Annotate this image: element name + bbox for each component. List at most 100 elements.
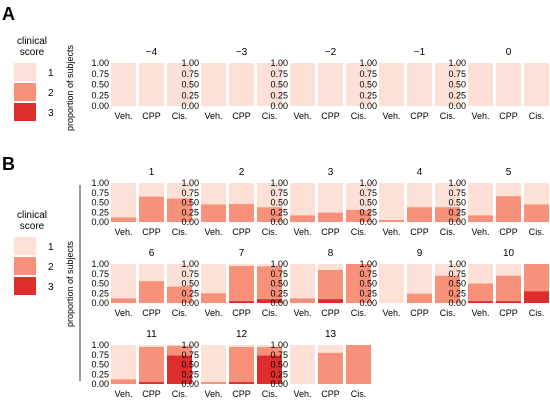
bar-segment-score-1 — [435, 63, 460, 106]
y-tick-label: 0.75 — [270, 269, 288, 279]
y-tick-label: 0.75 — [359, 69, 377, 79]
bar-segment-score-2 — [111, 379, 136, 384]
y-tick-label: 0.00 — [181, 101, 199, 111]
bar-segment-score-1 — [167, 63, 192, 106]
facet-b-7: 8 1.000.750.500.250.00 Veh. CPP Cis. — [270, 248, 371, 318]
panel-b-chart: proportion of subjects11.000.750.500.250… — [65, 167, 549, 399]
y-tick-label: 0.75 — [91, 269, 109, 279]
y-tick-label: 1.00 — [181, 178, 199, 188]
x-tick-label: CPP — [142, 308, 161, 318]
facet-title: −2 — [325, 47, 337, 58]
y-tick-label: 0.50 — [181, 360, 199, 370]
x-tick-label: Veh. — [204, 111, 222, 121]
x-tick-label: Veh. — [293, 227, 311, 237]
y-tick-label: 0.75 — [181, 188, 199, 198]
facet-title: 1 — [149, 167, 155, 178]
x-tick-label: Cis. — [440, 308, 456, 318]
bar-segment-score-1 — [496, 63, 521, 106]
bar-segment-score-2 — [524, 204, 549, 222]
bar-segment-score-3 — [524, 291, 549, 303]
bar-segment-score-1 — [229, 63, 254, 106]
bar-segment-score-3 — [318, 299, 343, 303]
y-tick-label: 0.00 — [91, 298, 109, 308]
bar-segment-score-1 — [435, 183, 460, 208]
y-tick-label: 0.75 — [270, 69, 288, 79]
bar-segment-score-1 — [318, 345, 343, 353]
y-tick-label: 0.00 — [448, 101, 466, 111]
bar-segment-score-1 — [407, 183, 432, 208]
bar-segment-score-1 — [229, 345, 254, 347]
y-tick-label: 0.75 — [91, 350, 109, 360]
legend-title: score — [20, 221, 45, 232]
bar-segment-score-2 — [167, 286, 192, 303]
bar-segment-score-2 — [167, 345, 192, 356]
x-tick-label: CPP — [232, 227, 251, 237]
bar-segment-score-2 — [346, 345, 371, 384]
y-tick-label: 0.00 — [91, 217, 109, 227]
x-tick-label: CPP — [142, 389, 161, 399]
bar-segment-score-1 — [346, 63, 371, 106]
x-tick-label: Cis. — [351, 111, 367, 121]
bar-segment-score-2 — [201, 293, 226, 303]
bar-segment-score-2 — [379, 220, 404, 222]
panel-letter-b: B — [2, 154, 15, 174]
bar-segment-score-1 — [379, 63, 404, 106]
y-tick-label: 0.50 — [359, 279, 377, 289]
bar-segment-score-2 — [111, 298, 136, 303]
x-tick-label: Veh. — [204, 308, 222, 318]
bar-segment-score-2 — [318, 269, 343, 300]
x-tick-label: CPP — [321, 111, 340, 121]
y-tick-label: 0.25 — [359, 207, 377, 217]
bar-segment-score-1 — [111, 183, 136, 218]
legend-swatch-2 — [14, 257, 36, 275]
y-tick-label: 0.25 — [270, 207, 288, 217]
bar-segment-score-1 — [468, 63, 493, 106]
x-tick-label: Cis. — [172, 389, 188, 399]
x-tick-label: CPP — [232, 111, 251, 121]
y-tick-label: 0.25 — [181, 90, 199, 100]
y-axis-label: proportion of subjects — [65, 44, 75, 131]
y-tick-label: 0.00 — [359, 101, 377, 111]
y-tick-label: 0.25 — [181, 369, 199, 379]
facet-title: −4 — [146, 47, 158, 58]
x-tick-label: CPP — [321, 227, 340, 237]
y-tick-label: 0.25 — [270, 90, 288, 100]
y-tick-label: 0.50 — [91, 360, 109, 370]
y-tick-label: 0.00 — [181, 379, 199, 389]
facet-b-4: 5 1.000.750.500.250.00 Veh. CPP Cis. — [448, 167, 549, 237]
facet-b-11: 12 1.000.750.500.250.00 Veh. CPP Cis. — [181, 329, 282, 399]
bar-segment-score-1 — [290, 264, 315, 299]
facet-b-9: 10 1.000.750.500.250.00 Veh. CPP Cis. — [448, 248, 549, 318]
facet-title: −3 — [236, 47, 248, 58]
facet-0: −4 1.000.750.500.250.00 Veh. CPP Cis. — [91, 47, 192, 121]
x-tick-label: CPP — [142, 227, 161, 237]
bar-segment-score-2 — [201, 204, 226, 222]
bar-segment-score-1 — [111, 264, 136, 299]
bar-segment-score-3 — [229, 301, 254, 303]
y-tick-label: 0.75 — [359, 188, 377, 198]
bar-segment-score-2 — [139, 346, 164, 383]
y-tick-label: 0.75 — [181, 350, 199, 360]
y-tick-label: 0.25 — [359, 90, 377, 100]
x-tick-label: CPP — [410, 308, 429, 318]
y-tick-label: 1.00 — [91, 340, 109, 350]
bar-segment-score-3 — [257, 355, 282, 384]
bar-segment-score-1 — [290, 345, 315, 384]
y-tick-label: 0.75 — [91, 69, 109, 79]
bar-segment-score-1 — [139, 264, 164, 282]
facet-title: 13 — [325, 329, 337, 340]
facet-title: 8 — [328, 248, 334, 259]
x-tick-label: Veh. — [382, 227, 400, 237]
legend-swatch-3 — [14, 277, 36, 295]
bar-segment-score-2 — [468, 283, 493, 302]
x-tick-label: CPP — [410, 111, 429, 121]
bar-segment-score-2 — [257, 207, 282, 222]
bar-segment-score-1 — [201, 63, 226, 106]
bar-segment-score-1 — [201, 264, 226, 294]
bar-segment-score-2 — [346, 264, 371, 303]
y-tick-label: 0.50 — [448, 80, 466, 90]
x-tick-label: Veh. — [114, 111, 132, 121]
x-tick-label: Cis. — [262, 227, 278, 237]
bar-segment-score-1 — [167, 345, 192, 346]
y-tick-label: 0.25 — [270, 369, 288, 379]
